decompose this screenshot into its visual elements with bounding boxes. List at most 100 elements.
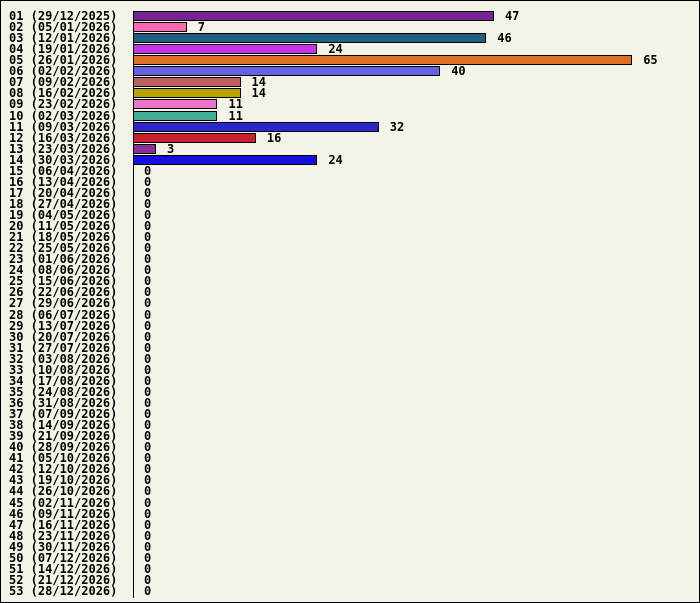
chart-row: 06 (02/02/2026) 40	[1, 64, 699, 79]
chart-row: 16 (13/04/2026) 0	[1, 174, 699, 189]
row-label: 06 (02/02/2026)	[9, 64, 118, 79]
value-label: 0	[144, 384, 152, 399]
value-label: 0	[144, 340, 152, 355]
value-label: 0	[144, 263, 152, 278]
value-label: 0	[144, 395, 152, 410]
row-label: 14 (30/03/2026)	[9, 152, 118, 167]
row-label: 48 (23/11/2026)	[9, 528, 118, 543]
row-label: 45 (02/11/2026)	[9, 495, 118, 510]
chart-row: 24 (08/06/2026) 0	[1, 263, 699, 278]
value-label: 24	[328, 152, 343, 167]
row-label: 37 (07/09/2026)	[9, 407, 118, 422]
chart-row: 53 (28/12/2026) 0	[1, 585, 699, 597]
row-label: 44 (26/10/2026)	[9, 484, 118, 499]
row-label: 50 (07/12/2026)	[9, 550, 118, 565]
bar	[133, 55, 633, 66]
row-label: 09 (23/02/2026)	[9, 97, 118, 112]
row-label: 28 (06/07/2026)	[9, 307, 118, 322]
chart-row: 50 (07/12/2026) 0	[1, 550, 699, 565]
value-label: 0	[144, 451, 152, 466]
value-label: 0	[144, 219, 152, 234]
value-label: 0	[144, 296, 152, 311]
chart-row: 11 (09/03/2026) 32	[1, 121, 699, 133]
value-label: 0	[144, 484, 152, 499]
chart-row: 10 (02/03/2026) 11	[1, 108, 699, 123]
row-label: 46 (09/11/2026)	[9, 506, 118, 521]
chart-row: 36 (31/08/2026) 0	[1, 395, 699, 410]
chart-row: 07 (09/02/2026) 14	[1, 75, 699, 90]
chart-row: 02 (05/01/2026) 7	[1, 20, 699, 35]
value-label: 0	[144, 274, 152, 289]
value-label: 0	[144, 329, 152, 344]
value-label: 3	[167, 141, 175, 156]
chart-row: 30 (20/07/2026) 0	[1, 329, 699, 344]
row-label: 31 (27/07/2026)	[9, 340, 118, 355]
row-label: 27 (29/06/2026)	[9, 296, 118, 311]
value-label: 14	[251, 75, 266, 90]
row-label: 24 (08/06/2026)	[9, 263, 118, 278]
bar	[133, 44, 318, 55]
chart-row: 27 (29/06/2026) 0	[1, 296, 699, 311]
chart-row: 33 (10/08/2026) 0	[1, 362, 699, 377]
value-label: 0	[144, 196, 152, 211]
bar	[133, 132, 256, 143]
value-label: 0	[144, 373, 152, 388]
value-label: 0	[144, 174, 152, 189]
row-label: 43 (19/10/2026)	[9, 473, 118, 488]
chart-row: 14 (30/03/2026) 24	[1, 152, 699, 167]
chart-row: 42 (12/10/2026) 0	[1, 462, 699, 477]
row-label: 35 (24/08/2026)	[9, 384, 118, 399]
value-label: 0	[144, 362, 152, 377]
chart-row: 08 (16/02/2026) 14	[1, 86, 699, 101]
row-label: 32 (03/08/2026)	[9, 351, 118, 366]
value-label: 0	[144, 185, 152, 200]
bar	[133, 143, 157, 154]
chart-row: 48 (23/11/2026) 0	[1, 528, 699, 543]
chart-row: 17 (20/04/2026) 0	[1, 185, 699, 200]
chart-row: 41 (05/10/2026) 0	[1, 451, 699, 466]
row-label: 34 (17/08/2026)	[9, 373, 118, 388]
value-label: 0	[144, 561, 152, 576]
chart-row: 44 (26/10/2026) 0	[1, 484, 699, 499]
row-label: 41 (05/10/2026)	[9, 451, 118, 466]
value-label: 47	[504, 9, 520, 23]
chart-row: 05 (26/01/2026) 65	[1, 53, 699, 68]
row-label: 29 (13/07/2026)	[9, 318, 118, 333]
bar	[133, 66, 441, 77]
row-label: 10 (02/03/2026)	[9, 108, 118, 123]
bar	[133, 99, 218, 110]
chart-row: 29 (13/07/2026) 0	[1, 318, 699, 333]
row-label: 36 (31/08/2026)	[9, 395, 118, 410]
row-label: 40 (28/09/2026)	[9, 440, 118, 455]
row-label: 21 (18/05/2026)	[9, 230, 118, 245]
row-label: 17 (20/04/2026)	[9, 185, 118, 200]
value-label: 0	[144, 440, 152, 455]
chart-row: 52 (21/12/2026) 0	[1, 574, 699, 586]
chart-row: 40 (28/09/2026) 0	[1, 440, 699, 455]
chart-row: 21 (18/05/2026) 0	[1, 230, 699, 245]
row-label: 07 (09/02/2026)	[9, 75, 118, 90]
value-label: 7	[197, 20, 205, 35]
chart-row: 51 (14/12/2026) 0	[1, 561, 699, 576]
value-label: 0	[144, 462, 152, 477]
chart-row: 01 (29/12/2025) 47	[1, 9, 699, 23]
value-label: 11	[228, 97, 243, 112]
bar	[133, 33, 487, 44]
row-label: 16 (13/04/2026)	[9, 174, 118, 189]
bar	[133, 11, 494, 21]
bar	[133, 154, 318, 165]
row-label: 12 (16/03/2026)	[9, 130, 118, 145]
value-label: 16	[266, 130, 282, 145]
row-label: 05 (26/01/2026)	[9, 53, 118, 68]
bar	[133, 22, 187, 33]
row-label: 02 (05/01/2026)	[9, 20, 118, 35]
chart-row: 39 (21/09/2026) 0	[1, 430, 699, 442]
value-label: 0	[144, 495, 152, 510]
row-label: 42 (12/10/2026)	[9, 462, 118, 477]
value-label: 14	[251, 86, 266, 101]
value-label: 0	[144, 163, 152, 178]
chart-row: 25 (15/06/2026) 0	[1, 274, 699, 289]
bar	[133, 77, 241, 88]
chart-row: 49 (30/11/2026) 0	[1, 541, 699, 553]
